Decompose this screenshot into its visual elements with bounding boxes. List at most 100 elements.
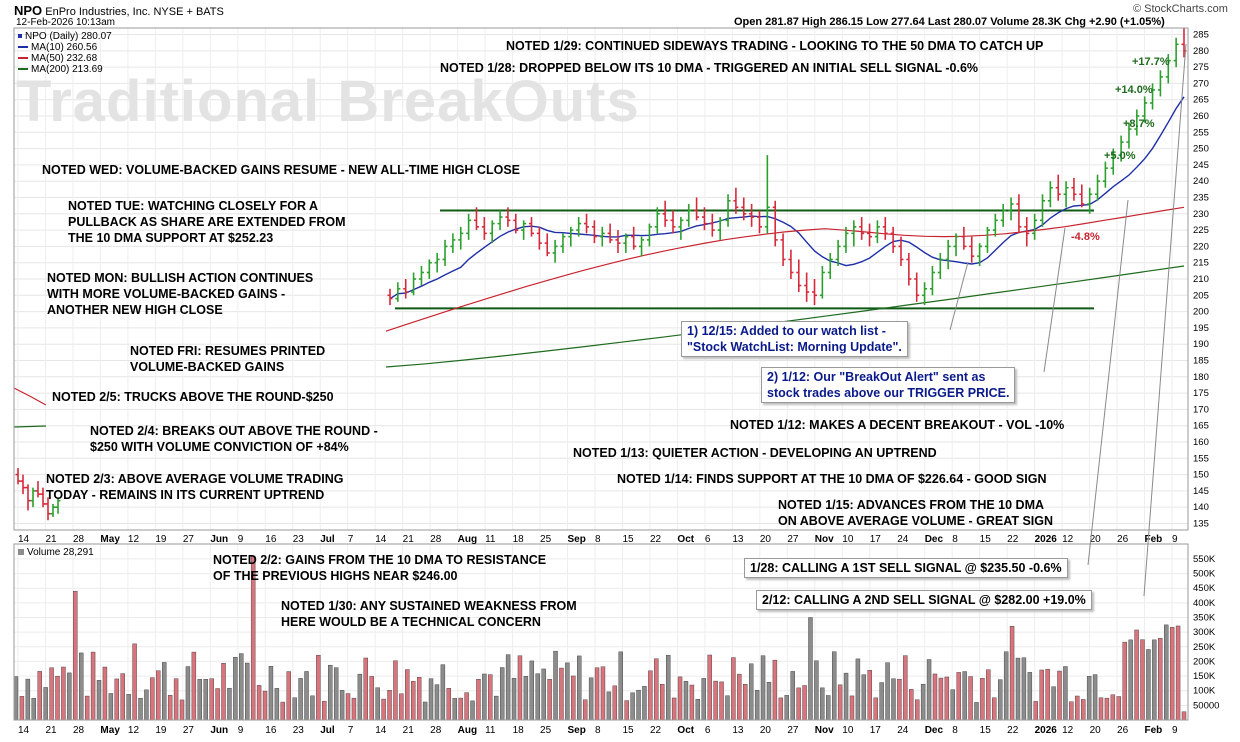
date-tick-label-volume: Aug <box>458 725 477 736</box>
price-bar <box>1055 174 1061 201</box>
volume-bar <box>926 659 932 721</box>
price-bar <box>945 239 951 270</box>
volume-bar <box>571 675 576 721</box>
date-tick-label: Nov <box>815 534 834 545</box>
price-bar <box>686 204 692 227</box>
volume-bar <box>1045 668 1050 721</box>
price-bar <box>1024 217 1030 247</box>
date-tick-label-volume: 28 <box>73 725 85 736</box>
volume-bar <box>345 693 351 721</box>
volume-tick-label: 100K <box>1193 686 1216 697</box>
date-tick-label: 25 <box>540 534 552 545</box>
volume-bar <box>553 650 558 721</box>
volume-bar <box>162 662 167 721</box>
price-tick-label: 140 <box>1193 502 1209 513</box>
volume-bar <box>179 699 185 721</box>
volume-bar <box>185 666 191 721</box>
date-tick-label: 19 <box>155 534 167 545</box>
price-bar <box>890 226 896 253</box>
volume-bar <box>986 669 991 721</box>
volume-bar <box>778 697 784 721</box>
price-bar <box>568 226 574 247</box>
price-tick-label: 195 <box>1193 323 1209 334</box>
price-bar <box>591 220 597 244</box>
note-tue-line-2: PULLBACK AS SHARE ARE EXTENDED FROM <box>68 215 346 229</box>
price-bar <box>780 233 786 266</box>
volume-bar <box>523 675 529 721</box>
price-bar <box>1118 135 1124 162</box>
volume-bar <box>754 690 760 721</box>
date-tick-label-volume: 12 <box>1062 725 1074 736</box>
volume-bar <box>517 655 523 721</box>
date-tick-label: 27 <box>787 534 799 545</box>
ma10-line <box>389 96 1185 300</box>
percent-change-label: +5.0% <box>1104 150 1136 162</box>
volume-bar <box>1033 701 1038 721</box>
price-bar-early <box>25 484 31 511</box>
volume-bar <box>559 667 564 721</box>
note-mon-line-3: ANOTHER NEW HIGH CLOSE <box>47 303 223 317</box>
volume-bar <box>843 672 849 721</box>
volume-bar <box>268 666 274 721</box>
volume-bar <box>393 660 398 721</box>
price-bar <box>646 223 652 247</box>
note-fri: NOTED FRI: RESUMES PRINTED VOLUME-BACKED… <box>130 343 325 375</box>
price-bar <box>1008 197 1014 221</box>
volume-bar <box>328 664 333 721</box>
note-1-14: NOTED 1/14: FINDS SUPPORT AT THE 10 DMA … <box>617 472 1047 486</box>
price-bar-early <box>55 497 61 514</box>
date-tick-label: 15 <box>980 534 992 545</box>
note-2-2-line-1: NOTED 2/2: GAINS FROM THE 10 DMA TO RESI… <box>213 553 547 567</box>
price-tick-label: 135 <box>1193 518 1209 529</box>
price-bar <box>694 197 700 221</box>
volume-tick-label: 400K <box>1193 598 1216 609</box>
volume-bar <box>897 678 902 721</box>
volume-bar <box>1098 697 1104 721</box>
volume-bar <box>31 698 36 721</box>
date-tick-label-volume: 7 <box>348 725 354 736</box>
volume-bar <box>944 676 950 721</box>
price-tick-label: 280 <box>1193 46 1209 57</box>
volume-bar <box>802 685 807 721</box>
price-tick-label: 235 <box>1193 193 1209 204</box>
volume-bar <box>577 655 582 721</box>
date-tick-label: 6 <box>705 534 711 545</box>
date-tick-label: 28 <box>430 534 442 545</box>
price-bar <box>1134 109 1140 136</box>
volume-bar <box>998 679 1003 721</box>
volume-bar <box>126 694 131 721</box>
date-tick-label: Jul <box>320 534 335 545</box>
callout-breakout-alert-line-2: stock trades above our TRIGGER PRICE. <box>767 386 1010 400</box>
price-bar <box>513 213 519 234</box>
volume-bar <box>701 678 706 721</box>
volume-bar <box>861 674 867 721</box>
ma200-line-early <box>13 425 47 428</box>
volume-bar <box>873 697 878 721</box>
volume-bar <box>932 673 938 721</box>
price-tick-label: 245 <box>1193 160 1209 171</box>
watermark: Traditional BreakOuts <box>16 69 640 134</box>
price-bar <box>584 213 590 234</box>
price-tick-label: 260 <box>1193 111 1209 122</box>
ma50-line <box>385 206 1185 332</box>
volume-bar <box>642 686 647 721</box>
volume-bar <box>120 673 125 721</box>
volume-bar <box>891 678 896 721</box>
percent-change-label: +14.0% <box>1115 84 1153 96</box>
legend-ma10: MA(10) 260.56 <box>18 42 97 53</box>
volume-tick-label: 450K <box>1193 583 1216 594</box>
volume-bar <box>974 702 979 721</box>
note-2-4-line-2: $250 WITH VOLUME CONVICTION OF +84% <box>90 440 349 454</box>
date-tick-label-volume: Nov <box>815 725 834 736</box>
volume-bar <box>416 677 422 721</box>
date-tick-label-volume: 16 <box>265 725 277 736</box>
date-tick-label-volume: 10 <box>842 725 854 736</box>
volume-bar <box>1086 676 1092 721</box>
volume-bar <box>1015 657 1021 721</box>
volume-bar <box>1051 686 1056 721</box>
volume-bar <box>239 653 244 721</box>
date-tick-label: 13 <box>732 534 744 545</box>
price-bar <box>489 220 495 244</box>
price-bar <box>788 249 794 279</box>
volume-bar <box>594 667 600 721</box>
